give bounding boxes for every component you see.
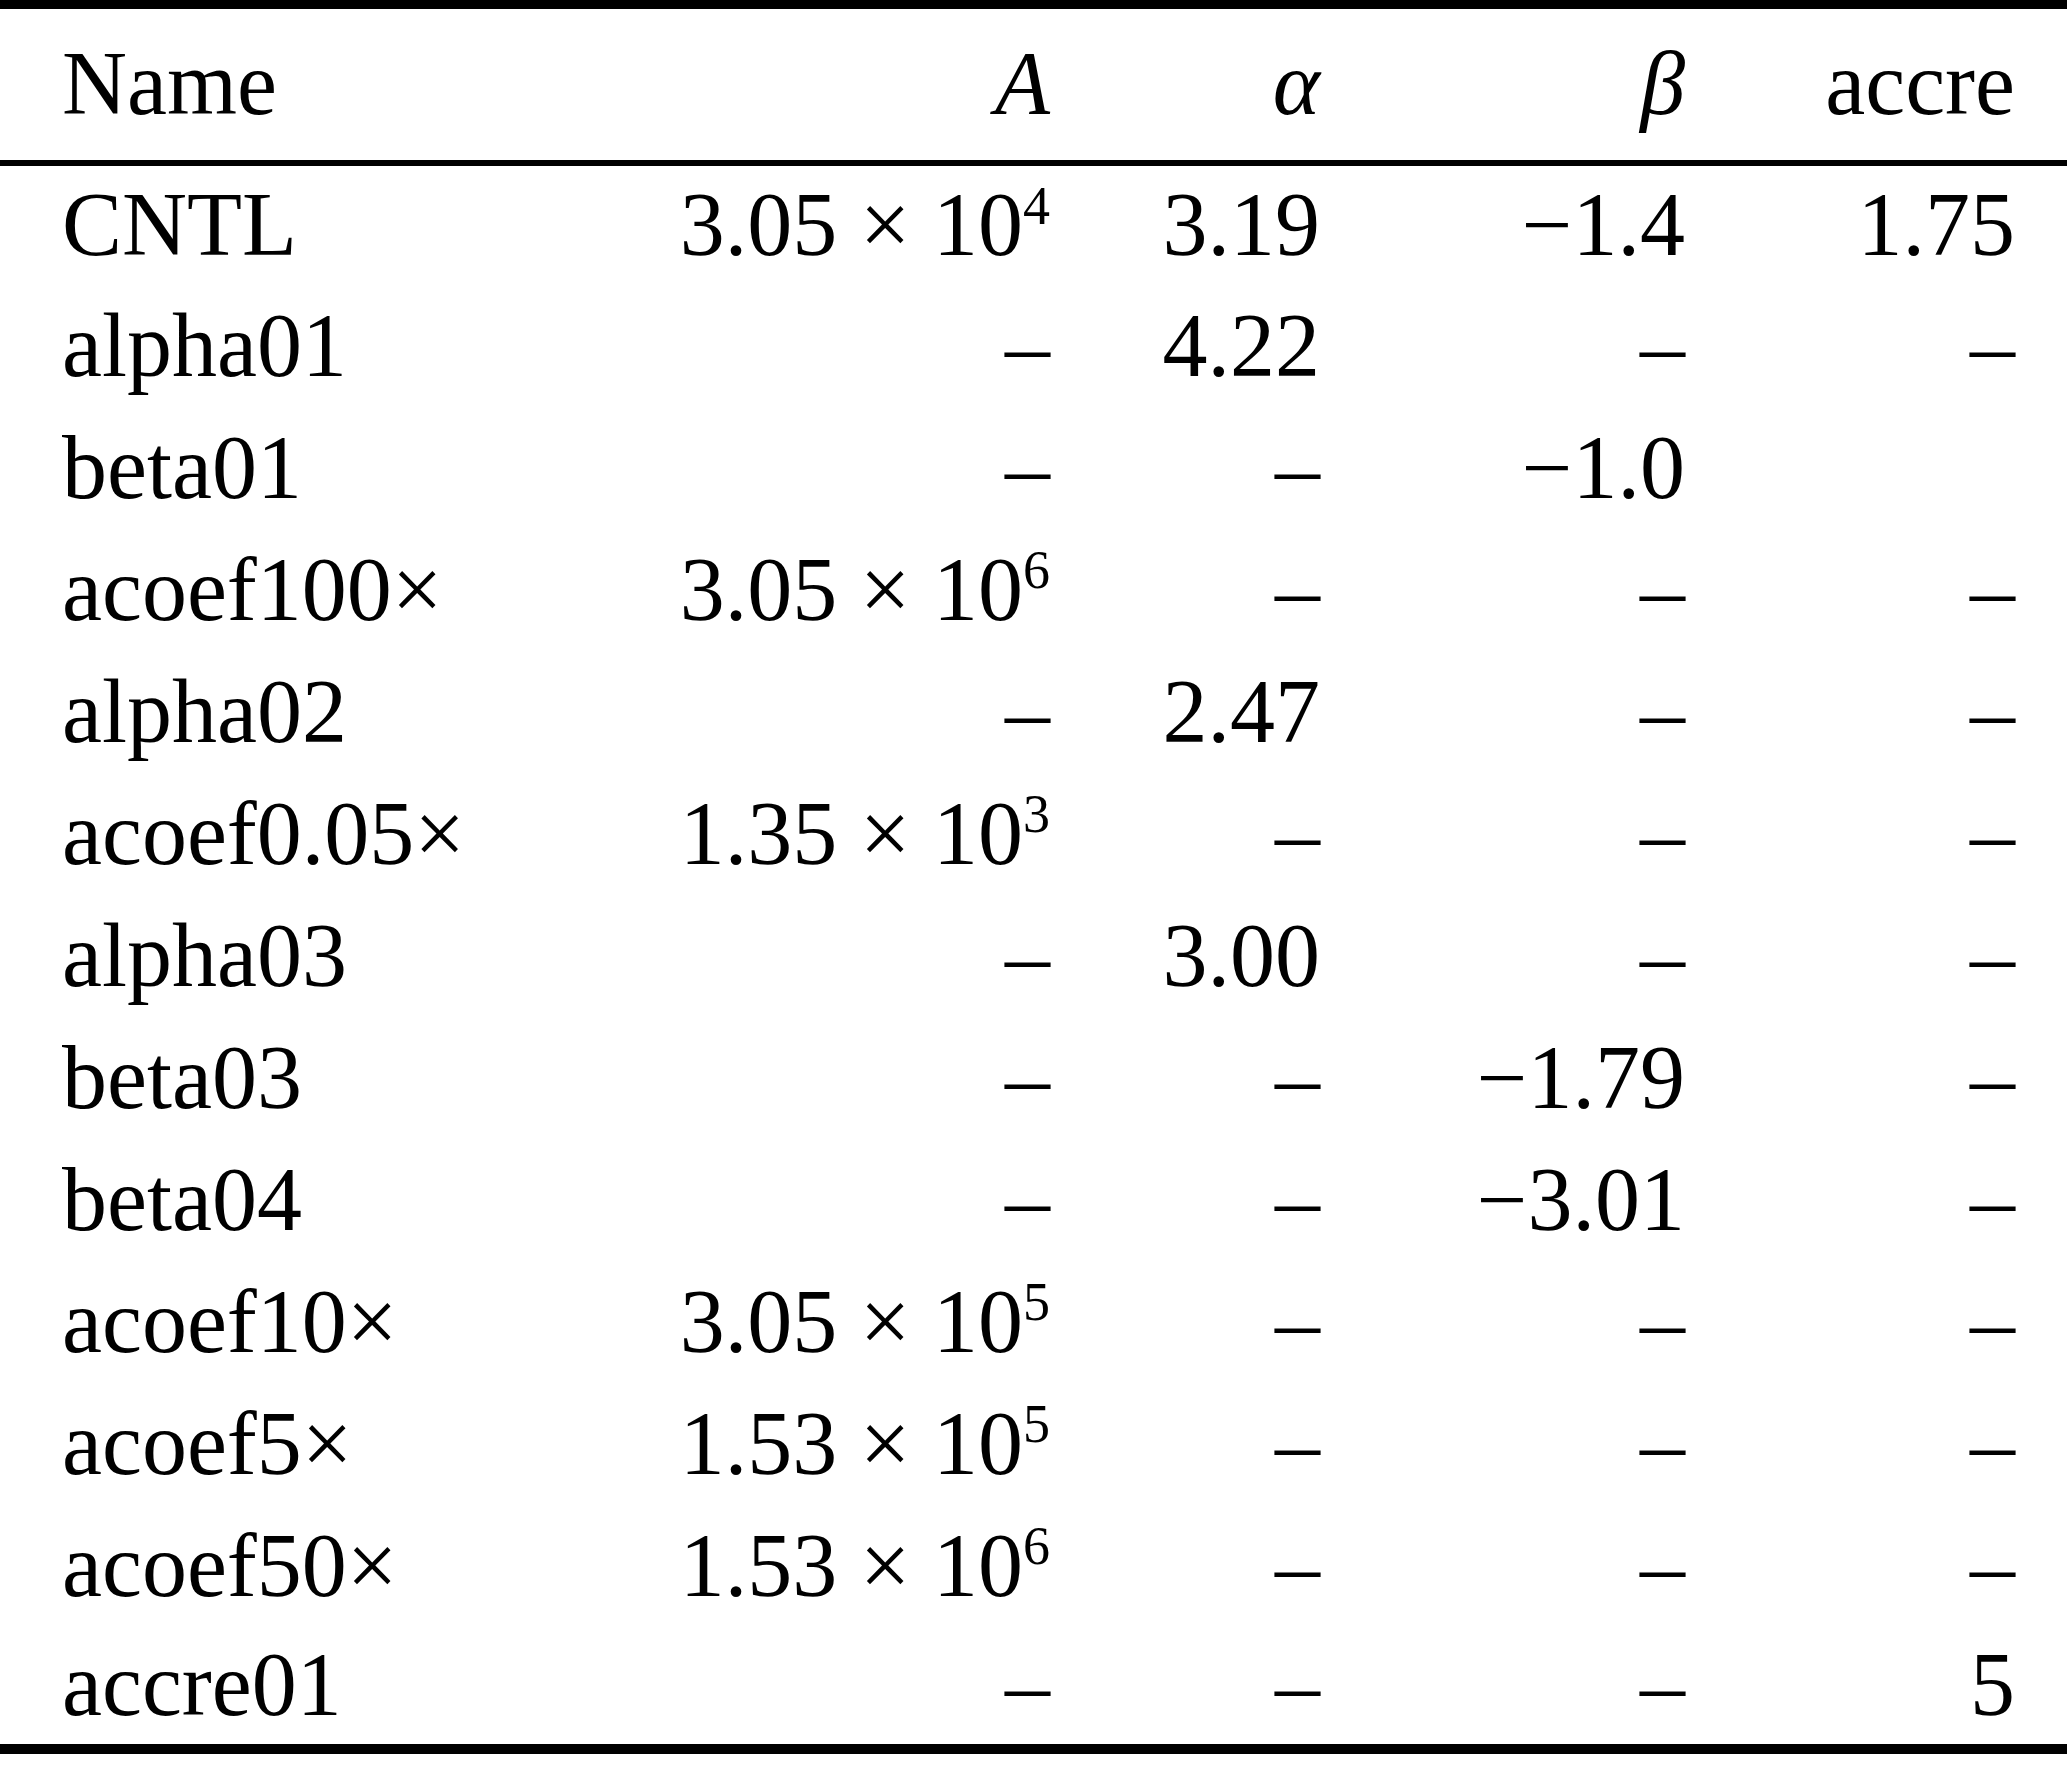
cell-acoef10x-name: acoef10× xyxy=(0,1261,560,1383)
cell-beta01-beta: −1.0 xyxy=(1320,407,1685,529)
cell-acoef100x-name: acoef100× xyxy=(0,529,560,651)
exponent: 5 xyxy=(1023,1394,1050,1454)
cell-alpha03-A: – xyxy=(560,895,1050,1017)
column-header-accre: accre xyxy=(1685,5,2067,163)
cell-acoef0.05x-accre: – xyxy=(1685,773,2067,895)
cell-acoef10x-accre: – xyxy=(1685,1261,2067,1383)
cell-beta01-accre xyxy=(1685,407,2067,529)
cell-acoef50x-A: 1.53 × 106 xyxy=(560,1505,1050,1627)
cell-alpha01-alpha: 4.22 xyxy=(1050,285,1320,407)
cell-beta01-A: – xyxy=(560,407,1050,529)
table-row: acoef50×1.53 × 106––– xyxy=(0,1505,2067,1627)
cell-acoef10x-alpha: – xyxy=(1050,1261,1320,1383)
cell-beta03-accre: – xyxy=(1685,1017,2067,1139)
cell-beta04-name: beta04 xyxy=(0,1139,560,1261)
cell-alpha03-accre: – xyxy=(1685,895,2067,1017)
column-header-name: Name xyxy=(0,5,560,163)
cell-accre01-A: – xyxy=(560,1627,1050,1749)
cell-beta01-alpha: – xyxy=(1050,407,1320,529)
table-header: Name A α β accre xyxy=(0,5,2067,163)
cell-alpha01-A: – xyxy=(560,285,1050,407)
exponent: 4 xyxy=(1023,176,1050,236)
cell-beta04-alpha: – xyxy=(1050,1139,1320,1261)
cell-acoef50x-accre: – xyxy=(1685,1505,2067,1627)
exponent: 6 xyxy=(1023,1516,1050,1576)
cell-alpha01-beta: – xyxy=(1320,285,1685,407)
cell-acoef0.05x-alpha: – xyxy=(1050,773,1320,895)
cell-beta03-beta: −1.79 xyxy=(1320,1017,1685,1139)
cell-alpha03-name: alpha03 xyxy=(0,895,560,1017)
cell-acoef100x-alpha: – xyxy=(1050,529,1320,651)
table-row: acoef0.05×1.35 × 103––– xyxy=(0,773,2067,895)
cell-acoef10x-A: 3.05 × 105 xyxy=(560,1261,1050,1383)
cell-acoef100x-A: 3.05 × 106 xyxy=(560,529,1050,651)
cell-alpha01-accre: – xyxy=(1685,285,2067,407)
cell-beta04-A: – xyxy=(560,1139,1050,1261)
cell-alpha02-beta: – xyxy=(1320,651,1685,773)
cell-CNTL-alpha: 3.19 xyxy=(1050,163,1320,285)
table-row: accre01–––5 xyxy=(0,1627,2067,1749)
cell-accre01-beta: – xyxy=(1320,1627,1685,1749)
exponent: 3 xyxy=(1023,784,1050,844)
column-header-alpha: α xyxy=(1050,5,1320,163)
cell-accre01-name: accre01 xyxy=(0,1627,560,1749)
cell-CNTL-beta: −1.4 xyxy=(1320,163,1685,285)
table-body: CNTL3.05 × 1043.19−1.41.75alpha01–4.22––… xyxy=(0,163,2067,1749)
table-row: acoef100×3.05 × 106––– xyxy=(0,529,2067,651)
table-row: alpha02–2.47–– xyxy=(0,651,2067,773)
cell-beta01-name: beta01 xyxy=(0,407,560,529)
cell-acoef5x-accre: – xyxy=(1685,1383,2067,1505)
cell-beta03-A: – xyxy=(560,1017,1050,1139)
cell-alpha02-A: – xyxy=(560,651,1050,773)
paper-table-figure: Name A α β accre CNTL3.05 × 1043.19−1.41… xyxy=(0,0,2067,1774)
cell-alpha01-name: alpha01 xyxy=(0,285,560,407)
cell-acoef0.05x-name: acoef0.05× xyxy=(0,773,560,895)
table-row: beta03––−1.79– xyxy=(0,1017,2067,1139)
cell-beta03-alpha: – xyxy=(1050,1017,1320,1139)
cell-acoef50x-name: acoef50× xyxy=(0,1505,560,1627)
table-row: beta04––−3.01– xyxy=(0,1139,2067,1261)
cell-acoef5x-name: acoef5× xyxy=(0,1383,560,1505)
cell-acoef50x-beta: – xyxy=(1320,1505,1685,1627)
exponent: 6 xyxy=(1023,540,1050,600)
cell-acoef10x-beta: – xyxy=(1320,1261,1685,1383)
table-row: beta01––−1.0 xyxy=(0,407,2067,529)
cell-acoef5x-beta: – xyxy=(1320,1383,1685,1505)
cell-acoef0.05x-A: 1.35 × 103 xyxy=(560,773,1050,895)
cell-acoef0.05x-beta: – xyxy=(1320,773,1685,895)
table-row: alpha03–3.00–– xyxy=(0,895,2067,1017)
column-header-A: A xyxy=(560,5,1050,163)
cell-CNTL-name: CNTL xyxy=(0,163,560,285)
exponent: 5 xyxy=(1023,1272,1050,1332)
cell-alpha03-beta: – xyxy=(1320,895,1685,1017)
cell-accre01-accre: 5 xyxy=(1685,1627,2067,1749)
cell-alpha02-accre: – xyxy=(1685,651,2067,773)
cell-acoef5x-A: 1.53 × 105 xyxy=(560,1383,1050,1505)
cell-alpha02-name: alpha02 xyxy=(0,651,560,773)
cell-alpha02-alpha: 2.47 xyxy=(1050,651,1320,773)
table-row: alpha01–4.22–– xyxy=(0,285,2067,407)
cell-beta03-name: beta03 xyxy=(0,1017,560,1139)
table-row: CNTL3.05 × 1043.19−1.41.75 xyxy=(0,163,2067,285)
table-row: acoef5×1.53 × 105––– xyxy=(0,1383,2067,1505)
cell-acoef100x-accre: – xyxy=(1685,529,2067,651)
cell-alpha03-alpha: 3.00 xyxy=(1050,895,1320,1017)
cell-acoef50x-alpha: – xyxy=(1050,1505,1320,1627)
header-row: Name A α β accre xyxy=(0,5,2067,163)
cell-accre01-alpha: – xyxy=(1050,1627,1320,1749)
cell-CNTL-accre: 1.75 xyxy=(1685,163,2067,285)
cell-CNTL-A: 3.05 × 104 xyxy=(560,163,1050,285)
cell-beta04-beta: −3.01 xyxy=(1320,1139,1685,1261)
cell-acoef100x-beta: – xyxy=(1320,529,1685,651)
cell-beta04-accre: – xyxy=(1685,1139,2067,1261)
column-header-beta: β xyxy=(1320,5,1685,163)
simulation-parameters-table: Name A α β accre CNTL3.05 × 1043.19−1.41… xyxy=(0,0,2067,1754)
cell-acoef5x-alpha: – xyxy=(1050,1383,1320,1505)
table-row: acoef10×3.05 × 105––– xyxy=(0,1261,2067,1383)
